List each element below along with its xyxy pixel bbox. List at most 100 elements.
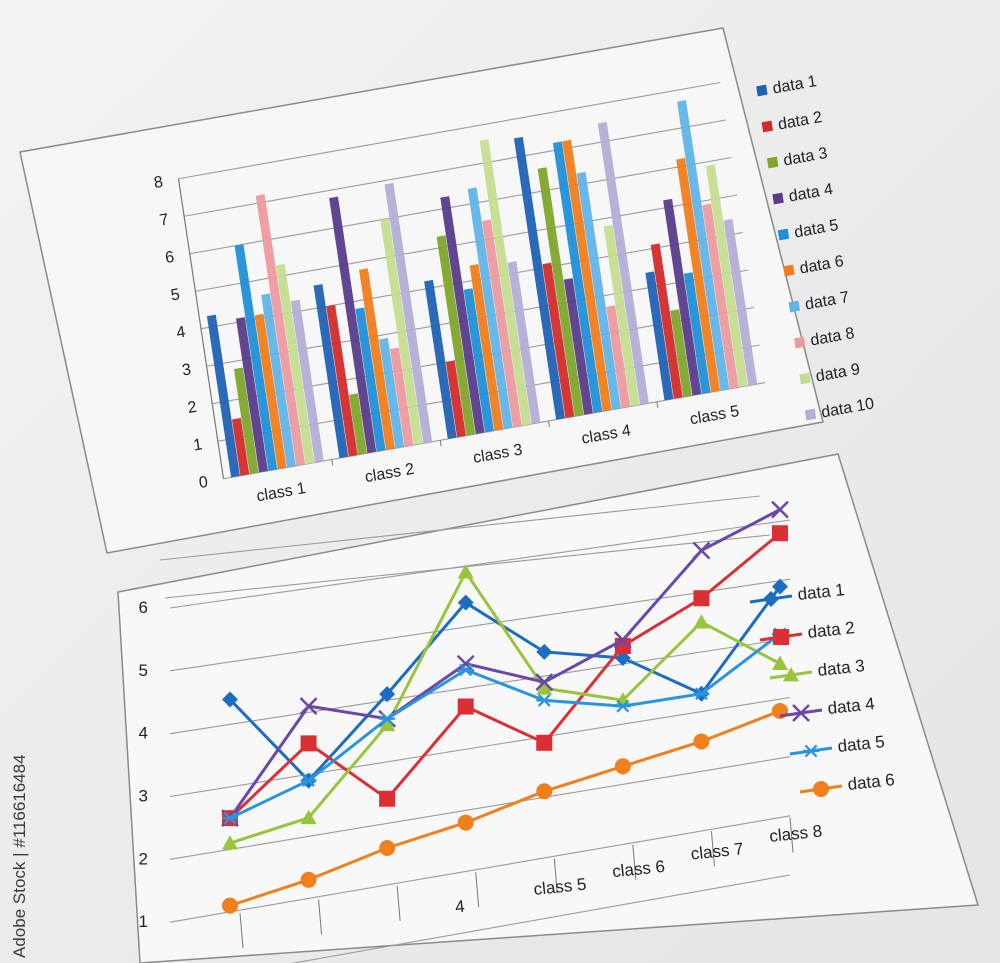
bar-legend-label: data 8	[809, 324, 856, 350]
bar-data-3-class-3	[436, 235, 476, 436]
line-marker-x-stroke	[792, 704, 810, 722]
line-marker-x	[771, 500, 789, 519]
bar-legend-swatch	[777, 228, 790, 241]
line-marker-diamond	[763, 591, 779, 607]
line-marker-x	[535, 673, 554, 692]
line-marker-circle	[536, 783, 553, 800]
line-marker-circle	[457, 814, 474, 831]
bar-legend-swatch	[788, 300, 800, 313]
line-marker-circle	[300, 871, 317, 888]
bar-data-7-class-4	[576, 171, 621, 410]
bar-data-6-class-4	[562, 139, 612, 412]
line-chart-gridline	[159, 495, 761, 561]
line-marker-diamond	[457, 594, 474, 611]
bar-data-10-class-4	[597, 121, 649, 405]
bar-chart-y-tick-label: 5	[170, 285, 181, 304]
bar-data-1-class-5	[645, 271, 674, 401]
bar-data-6-class-1	[254, 313, 287, 470]
bar-chart-x-tick	[439, 440, 442, 447]
line-marker-diamond	[614, 650, 631, 667]
bar-data-9-class-2	[380, 218, 423, 445]
line-marker-star	[379, 712, 396, 726]
bar-data-2-class-2	[326, 304, 358, 457]
bar-data-3-class-2	[349, 393, 367, 455]
line-chart-x-tick	[318, 899, 323, 935]
line-marker-triangle	[300, 809, 317, 825]
bar-data-1-class-3	[424, 279, 457, 439]
line-chart-y-tick-label: 4	[139, 724, 148, 743]
line-legend-label: data 1	[797, 580, 846, 604]
line-marker-diamond	[772, 578, 788, 595]
line-marker-square	[379, 790, 396, 807]
bar-data-10-class-2	[384, 182, 433, 444]
line-marker-triangle	[693, 614, 710, 629]
line-marker-star	[693, 687, 710, 701]
line-chart-x-tick	[789, 817, 794, 853]
line-marker-circle	[693, 733, 710, 750]
bar-data-2-class-5	[650, 243, 683, 399]
bar-chart-y-tick-label: 2	[186, 398, 197, 417]
line-marker-x-stroke	[771, 500, 789, 519]
bar-data-6-class-2	[359, 268, 395, 450]
line-legend-label: data 3	[817, 656, 866, 680]
line-marker-star-stroke	[616, 699, 630, 713]
bar-chart-y-tick-label: 6	[164, 248, 175, 267]
line-marker-x	[692, 541, 711, 560]
bar-legend-swatch	[761, 120, 773, 133]
bar-data-1-class-2	[313, 284, 349, 459]
line-marker-star-stroke	[459, 663, 473, 677]
bar-legend-label: data 3	[782, 144, 829, 170]
bar-data-7-class-5	[677, 100, 730, 391]
bar-data-10-class-3	[507, 261, 541, 425]
bar-chart-y-tick-label: 8	[153, 173, 164, 192]
bar-data-5-class-2	[355, 307, 386, 452]
bar-data-3-class-1	[233, 367, 259, 475]
line-chart-y-tick-label: 5	[139, 661, 148, 680]
bar-chart-y-tick-label: 0	[198, 473, 209, 492]
bar-legend-label: data 9	[815, 360, 862, 386]
line-chart-gridline	[169, 756, 791, 860]
bar-chart-gridline	[189, 156, 732, 255]
line-chart-y-tick-label: 2	[139, 849, 148, 868]
bar-chart-y-tick-label: 1	[192, 435, 203, 454]
bar-chart-y-axis	[177, 178, 225, 479]
bar-chart-y-tick-label: 4	[175, 323, 186, 342]
line-chart-gridline	[290, 874, 791, 963]
line-marker-square	[772, 525, 788, 542]
line-marker-star-stroke	[695, 687, 708, 701]
line-marker-star	[614, 699, 631, 713]
bar-data-4-class-1	[235, 317, 268, 473]
line-series-data-2	[228, 532, 781, 820]
line-marker-square	[457, 698, 474, 715]
line-series-data-6	[229, 709, 781, 908]
line-chart-x-tick	[710, 831, 715, 867]
line-legend-label: data 5	[837, 732, 886, 756]
bar-data-2-class-3	[445, 360, 466, 438]
line-marker-triangle	[772, 655, 788, 670]
line-marker-star-stroke	[223, 811, 237, 825]
line-chart-gridline	[169, 696, 791, 798]
bar-data-4-class-2	[329, 196, 377, 454]
line-marker-circle	[379, 839, 396, 856]
line-marker-star	[300, 774, 317, 787]
line-marker-star-stroke	[380, 712, 394, 726]
line-marker-circle	[614, 758, 631, 775]
line-chart-gridline	[169, 578, 791, 672]
bar-chart-gridline	[178, 81, 721, 180]
line-marker-star-stroke	[302, 774, 315, 787]
bar-data-7-class-3	[467, 187, 513, 429]
line-marker-star	[222, 811, 238, 825]
bar-chart-y-tick-label: 3	[181, 360, 192, 379]
bar-data-8-class-2	[390, 347, 414, 447]
bar-legend-label: data 10	[820, 394, 875, 421]
line-marker-diamond	[536, 643, 553, 660]
bar-data-6-class-3	[469, 264, 504, 431]
bar-data-7-class-1	[261, 293, 296, 468]
line-chart-y-tick-label: 6	[139, 598, 148, 617]
line-chart-y-tick-label: 1	[139, 912, 148, 931]
bar-legend-swatch	[799, 372, 811, 385]
line-marker-square	[693, 590, 710, 607]
line-marker-star-stroke	[537, 693, 551, 707]
line-chart-x-tick	[239, 913, 244, 949]
